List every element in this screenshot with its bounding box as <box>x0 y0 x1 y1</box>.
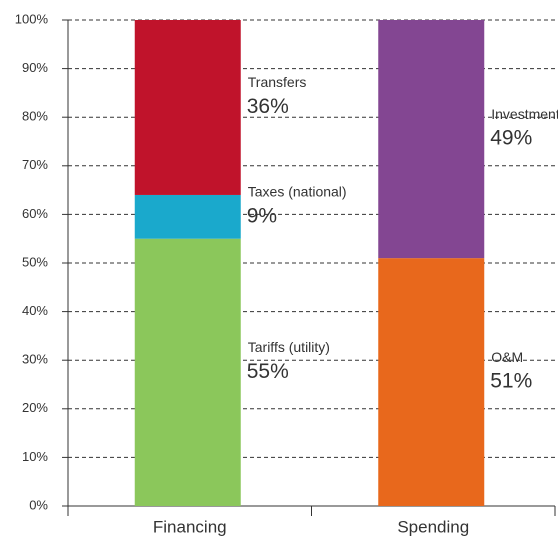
y-tick-label: 70% <box>22 157 48 172</box>
x-tick-label: Spending <box>397 517 469 536</box>
value-label: 36% <box>247 95 289 118</box>
y-tick-label: 50% <box>22 254 48 269</box>
value-label: 51% <box>490 370 532 393</box>
y-tick-label: 0% <box>29 497 48 512</box>
y-tick-label: 100% <box>15 11 49 26</box>
value-label: 49% <box>490 127 532 150</box>
bar-segment <box>134 194 241 239</box>
segment-name: Taxes (national) <box>248 184 347 200</box>
bar-segment <box>378 20 485 259</box>
segment-name: Tariffs (utility) <box>248 339 330 355</box>
y-tick-label: 80% <box>22 109 48 124</box>
bar-segment <box>134 238 241 506</box>
y-tick-label: 90% <box>22 60 48 75</box>
segment-name: Investment <box>491 106 558 122</box>
segment-name: Transfers <box>248 74 307 90</box>
bar-segment <box>378 258 485 506</box>
y-tick-label: 10% <box>22 449 48 464</box>
y-tick-label: 20% <box>22 400 48 415</box>
value-label: 9% <box>247 204 277 227</box>
segment-name: O&M <box>491 349 523 365</box>
y-tick-label: 30% <box>22 352 48 367</box>
bar-segment <box>134 20 241 195</box>
y-tick-label: 40% <box>22 303 48 318</box>
value-label: 55% <box>247 360 289 383</box>
y-tick-label: 60% <box>22 206 48 221</box>
x-tick-label: Financing <box>153 517 227 536</box>
